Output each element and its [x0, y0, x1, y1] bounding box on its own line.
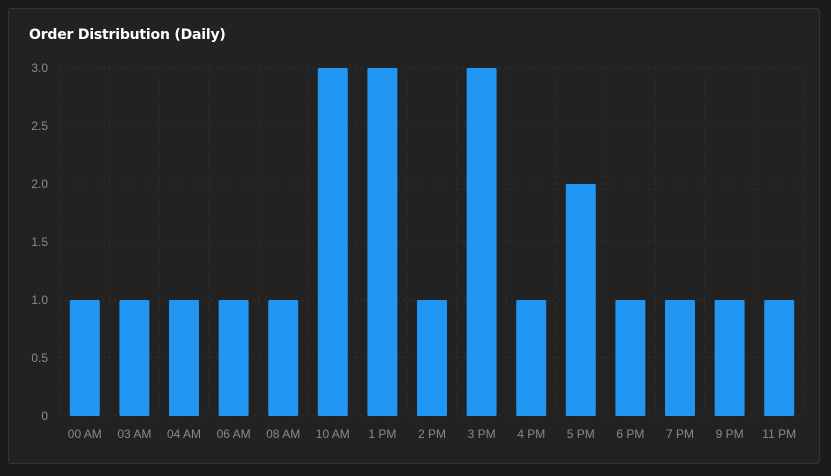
bar-08-am[interactable]	[268, 300, 299, 416]
bar-1-pm[interactable]	[367, 68, 398, 416]
x-tick-label: 03 AM	[117, 427, 151, 441]
bars	[69, 68, 795, 416]
y-tick-label: 2.0	[31, 177, 48, 191]
x-tick-label: 2 PM	[418, 427, 446, 441]
x-tick-label: 9 PM	[716, 427, 744, 441]
bar-06-am[interactable]	[218, 300, 249, 416]
bar-7-pm[interactable]	[665, 300, 695, 416]
y-tick-label: 0	[41, 409, 48, 423]
x-tick-label: 1 PM	[368, 427, 396, 441]
grid-lines	[59, 67, 805, 417]
x-tick-label: 08 AM	[266, 427, 300, 441]
x-axis-ticks: 00 AM 03 AM 04 AM 06 AM 08 AM 10 AM 1 PM 2 PM 3 …	[68, 427, 796, 441]
bar-5-pm[interactable]	[565, 184, 596, 416]
x-tick-label: 7 PM	[666, 427, 694, 441]
x-tick-label: 10 AM	[316, 427, 350, 441]
y-tick-label: 3.0	[31, 61, 48, 75]
bar-3-pm[interactable]	[466, 68, 497, 416]
bar-9-pm[interactable]	[714, 300, 745, 416]
y-tick-label: 2.5	[31, 119, 48, 133]
y-tick-label: 1.0	[31, 293, 48, 307]
chart-title: Order Distribution (Daily)	[29, 27, 226, 43]
x-tick-label: 11 PM	[762, 427, 796, 441]
bar-2-pm[interactable]	[417, 300, 447, 416]
x-tick-label: 00 AM	[68, 427, 102, 441]
x-tick-label: 5 PM	[567, 427, 595, 441]
bar-11-pm[interactable]	[764, 300, 795, 416]
bar-6-pm[interactable]	[615, 300, 646, 416]
y-tick-label: 0.5	[31, 351, 48, 365]
bar-10-am[interactable]	[317, 68, 348, 416]
bar-03-am[interactable]	[119, 300, 150, 416]
x-tick-label: 06 AM	[217, 427, 251, 441]
bar-00-am[interactable]	[69, 300, 100, 416]
y-tick-label: 1.5	[31, 235, 48, 249]
x-tick-label: 6 PM	[616, 427, 644, 441]
x-tick-label: 04 AM	[167, 427, 201, 441]
bar-04-am[interactable]	[169, 300, 199, 416]
bar-4-pm[interactable]	[516, 300, 547, 416]
x-tick-label: 3 PM	[468, 427, 496, 441]
x-tick-label: 4 PM	[517, 427, 545, 441]
y-axis-ticks: 0 0.5 1.0 1.5 2.0 2.5 3.0	[31, 61, 48, 423]
